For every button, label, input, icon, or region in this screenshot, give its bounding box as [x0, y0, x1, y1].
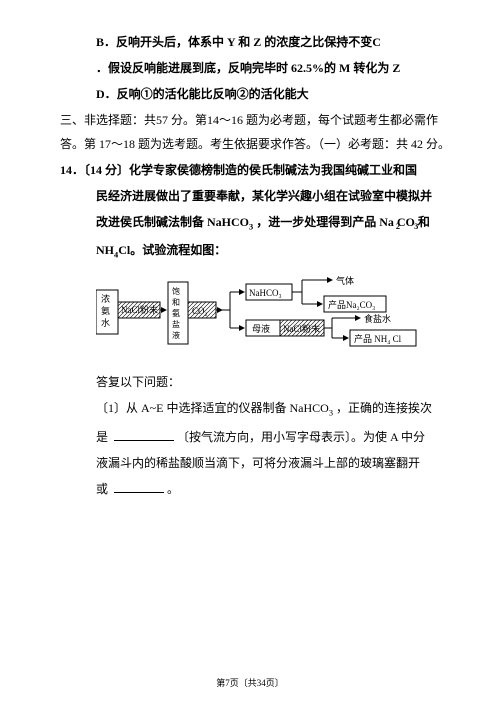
q14-head: 14．〔14 分〕化学专家侯德榜制造的侯氏制碱法为我国纯碱工业和国 — [60, 158, 450, 182]
q14-l4b: Cl。试验流程如图： — [118, 243, 226, 257]
svg-text:氨: 氨 — [101, 305, 110, 316]
svg-text:液: 液 — [172, 330, 180, 340]
flow-nacl1: NaCl粉末 — [121, 304, 158, 315]
q1-line1: 〔1〕从 A~E 中选择适宜的仪器制备 NaHCO3 ，正确的连接挨次 — [60, 396, 450, 422]
blank-2 — [114, 480, 164, 493]
q1b: ，正确的连接挨次 — [336, 401, 432, 415]
option-c: ．假设反响能进展到底，反响完毕时 62.5%的 M 转化为 Z — [60, 56, 450, 80]
option-d: D．反响①的活化能比反响②的活化能大 — [60, 82, 450, 106]
svg-text:产品Na₂CO₃: 产品Na₂CO₃ — [328, 299, 375, 310]
svg-text:和: 和 — [172, 298, 180, 307]
blank-1 — [114, 428, 174, 441]
svg-text:气体: 气体 — [336, 275, 354, 286]
svg-text:氨: 氨 — [172, 308, 180, 318]
q1g: 。 — [167, 482, 179, 496]
flowchart: 浓 氨 水 NaCl粉末 饱 和 氨 盐 液 CO₂ NaHCO₃ — [96, 272, 450, 362]
q1-line4: 或 。 — [60, 477, 450, 501]
q14-l4a: NH — [96, 243, 114, 257]
q14-line4: NH4Cl。试验流程如图： — [60, 238, 450, 264]
svg-text:饱: 饱 — [172, 286, 180, 296]
svg-text:母液: 母液 — [252, 323, 270, 334]
option-b: B．反响开头后，体系中 Y 和 Z 的浓度之比保持不变C — [60, 30, 450, 54]
svg-text:水: 水 — [101, 317, 110, 328]
q1-line2: 是 〔按气流方向，用小写字母表示〕。为使 A 中分 — [60, 425, 450, 449]
svg-text:产品 NH₄ Cl: 产品 NH₄ Cl — [354, 333, 402, 344]
svg-text:NaCl粉末: NaCl粉末 — [283, 323, 320, 334]
q14-l3a: 改进侯氏制碱法制备 NaHCO — [96, 215, 249, 229]
answer-header: 答复以下问题： — [60, 370, 450, 394]
q14-line2: 民经济进展做出了重要奉献，某化学兴趣小组在试验室中模拟并 — [60, 184, 450, 208]
svg-text:NaHCO₃: NaHCO₃ — [249, 288, 282, 298]
q1f: 或 — [96, 482, 108, 496]
q14-line3: 改进侯氏制碱法制备 NaHCO3 ，进一步处理得到产品 Na CO 和23 — [60, 210, 450, 236]
q1a: 〔1〕从 A~E 中选择适宜的仪器制备 NaHCO — [96, 401, 329, 415]
q14-l3b: ，进一步处理得到产品 Na CO 和 — [253, 215, 430, 229]
flowchart-svg: 浓 氨 水 NaCl粉末 饱 和 氨 盐 液 CO₂ NaHCO₃ — [96, 272, 436, 362]
flow-n1-l1: 浓 — [101, 294, 110, 304]
section-three: 三、非选择题：共57 分。第14～16 题为必考题，每个试题考生都必需作答。第 … — [60, 108, 450, 156]
q1-line3: 液漏斗内的稀盐酸顺当滴下，可将分液漏斗上部的玻璃塞翻开 — [60, 451, 450, 475]
svg-text:盐: 盐 — [172, 319, 180, 329]
svg-text:CO₂: CO₂ — [192, 306, 208, 316]
q1d: 〔按气流方向，用小写字母表示〕。为使 A 中分 — [177, 430, 425, 444]
q1c: 是 — [96, 430, 108, 444]
page-footer: 第7页〔共34页〕 — [0, 676, 500, 689]
svg-text:食盐水: 食盐水 — [364, 313, 391, 324]
page-content: B．反响开头后，体系中 Y 和 Z 的浓度之比保持不变C ．假设反响能进展到底，… — [0, 0, 500, 513]
